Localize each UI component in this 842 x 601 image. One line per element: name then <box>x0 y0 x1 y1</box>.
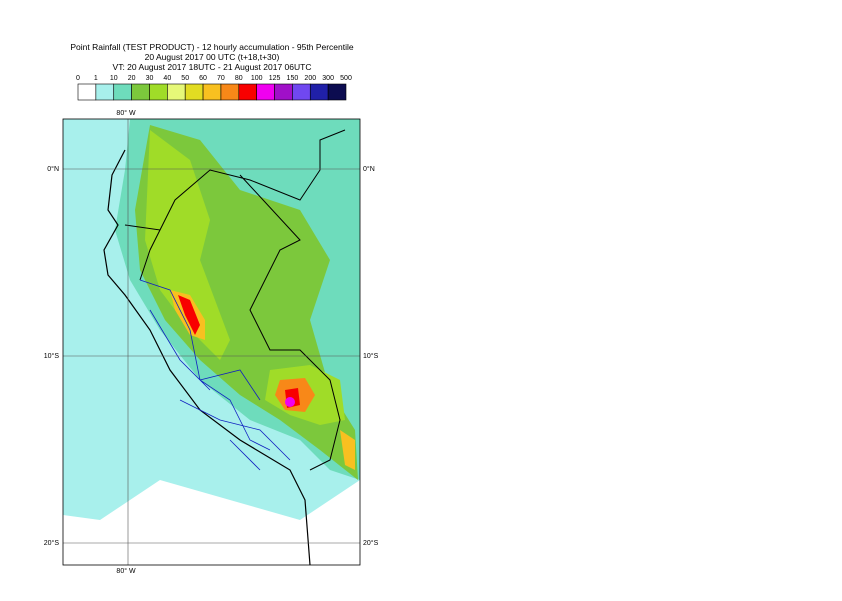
rain-area <box>285 397 295 407</box>
map-frame <box>62 118 361 566</box>
legend-label: 200 <box>304 75 316 82</box>
legend-swatch <box>131 83 150 101</box>
title-block: Point Rainfall (TEST PRODUCT) - 12 hourl… <box>70 42 354 72</box>
lon-label: 80° W <box>116 567 136 575</box>
legend-label: 70 <box>217 75 225 82</box>
lat-label: 20°S <box>44 539 60 547</box>
map: 80° W 80° W 0°N 10°S 20°S 0°N 10°S 20°S <box>44 109 379 575</box>
legend-swatch <box>167 83 186 101</box>
title-line: Point Rainfall (TEST PRODUCT) - 12 hourl… <box>70 42 354 52</box>
legend-swatch <box>309 83 329 101</box>
lat-label: 0°N <box>47 165 59 173</box>
rain-area <box>145 130 230 360</box>
legend-swatch <box>184 83 204 101</box>
rain-area <box>178 295 200 335</box>
legend-swatch <box>256 83 275 101</box>
legend-swatch <box>149 83 168 101</box>
legend-label: 50 <box>181 75 189 82</box>
legend-label: 80 <box>235 75 243 82</box>
legend-label: 150 <box>287 75 299 82</box>
legend-label: 20 <box>128 75 136 82</box>
legend-label: 500 <box>340 75 352 82</box>
legend-swatch <box>95 83 115 101</box>
legend: 0 1 10 20 30 40 50 60 70 80 100 125 150 200 300 500 <box>76 75 352 101</box>
legend-label: 300 <box>322 75 334 82</box>
coastline <box>103 149 311 565</box>
title-line: 20 August 2017 00 UTC (t+18,t+30) <box>145 52 280 62</box>
legend-label: 30 <box>146 75 154 82</box>
legend-swatch <box>274 83 293 101</box>
legend-swatch <box>202 83 222 101</box>
legend-swatch <box>77 83 97 101</box>
lon-label: 80° W <box>116 109 136 117</box>
lat-label: 0°N <box>363 165 375 173</box>
legend-swatch <box>327 83 347 101</box>
legend-label: 1 <box>94 75 98 82</box>
legend-swatch <box>220 83 240 101</box>
legend-label: 125 <box>269 75 281 82</box>
legend-swatch <box>113 83 132 101</box>
legend-label: 0 <box>76 75 80 82</box>
legend-label: 100 <box>251 75 263 82</box>
region-border <box>139 279 291 471</box>
legend-swatch <box>292 83 311 101</box>
legend-label: 60 <box>199 75 207 82</box>
title-line: VT: 20 August 2017 18UTC - 21 August 201… <box>113 62 312 72</box>
lat-label: 20°S <box>363 539 379 547</box>
legend-swatch <box>238 83 257 101</box>
lat-label: 10°S <box>44 352 60 360</box>
lat-label: 10°S <box>363 352 379 360</box>
rain-area <box>340 430 355 470</box>
legend-label: 10 <box>110 75 118 82</box>
legend-label: 40 <box>163 75 171 82</box>
border <box>124 129 346 471</box>
